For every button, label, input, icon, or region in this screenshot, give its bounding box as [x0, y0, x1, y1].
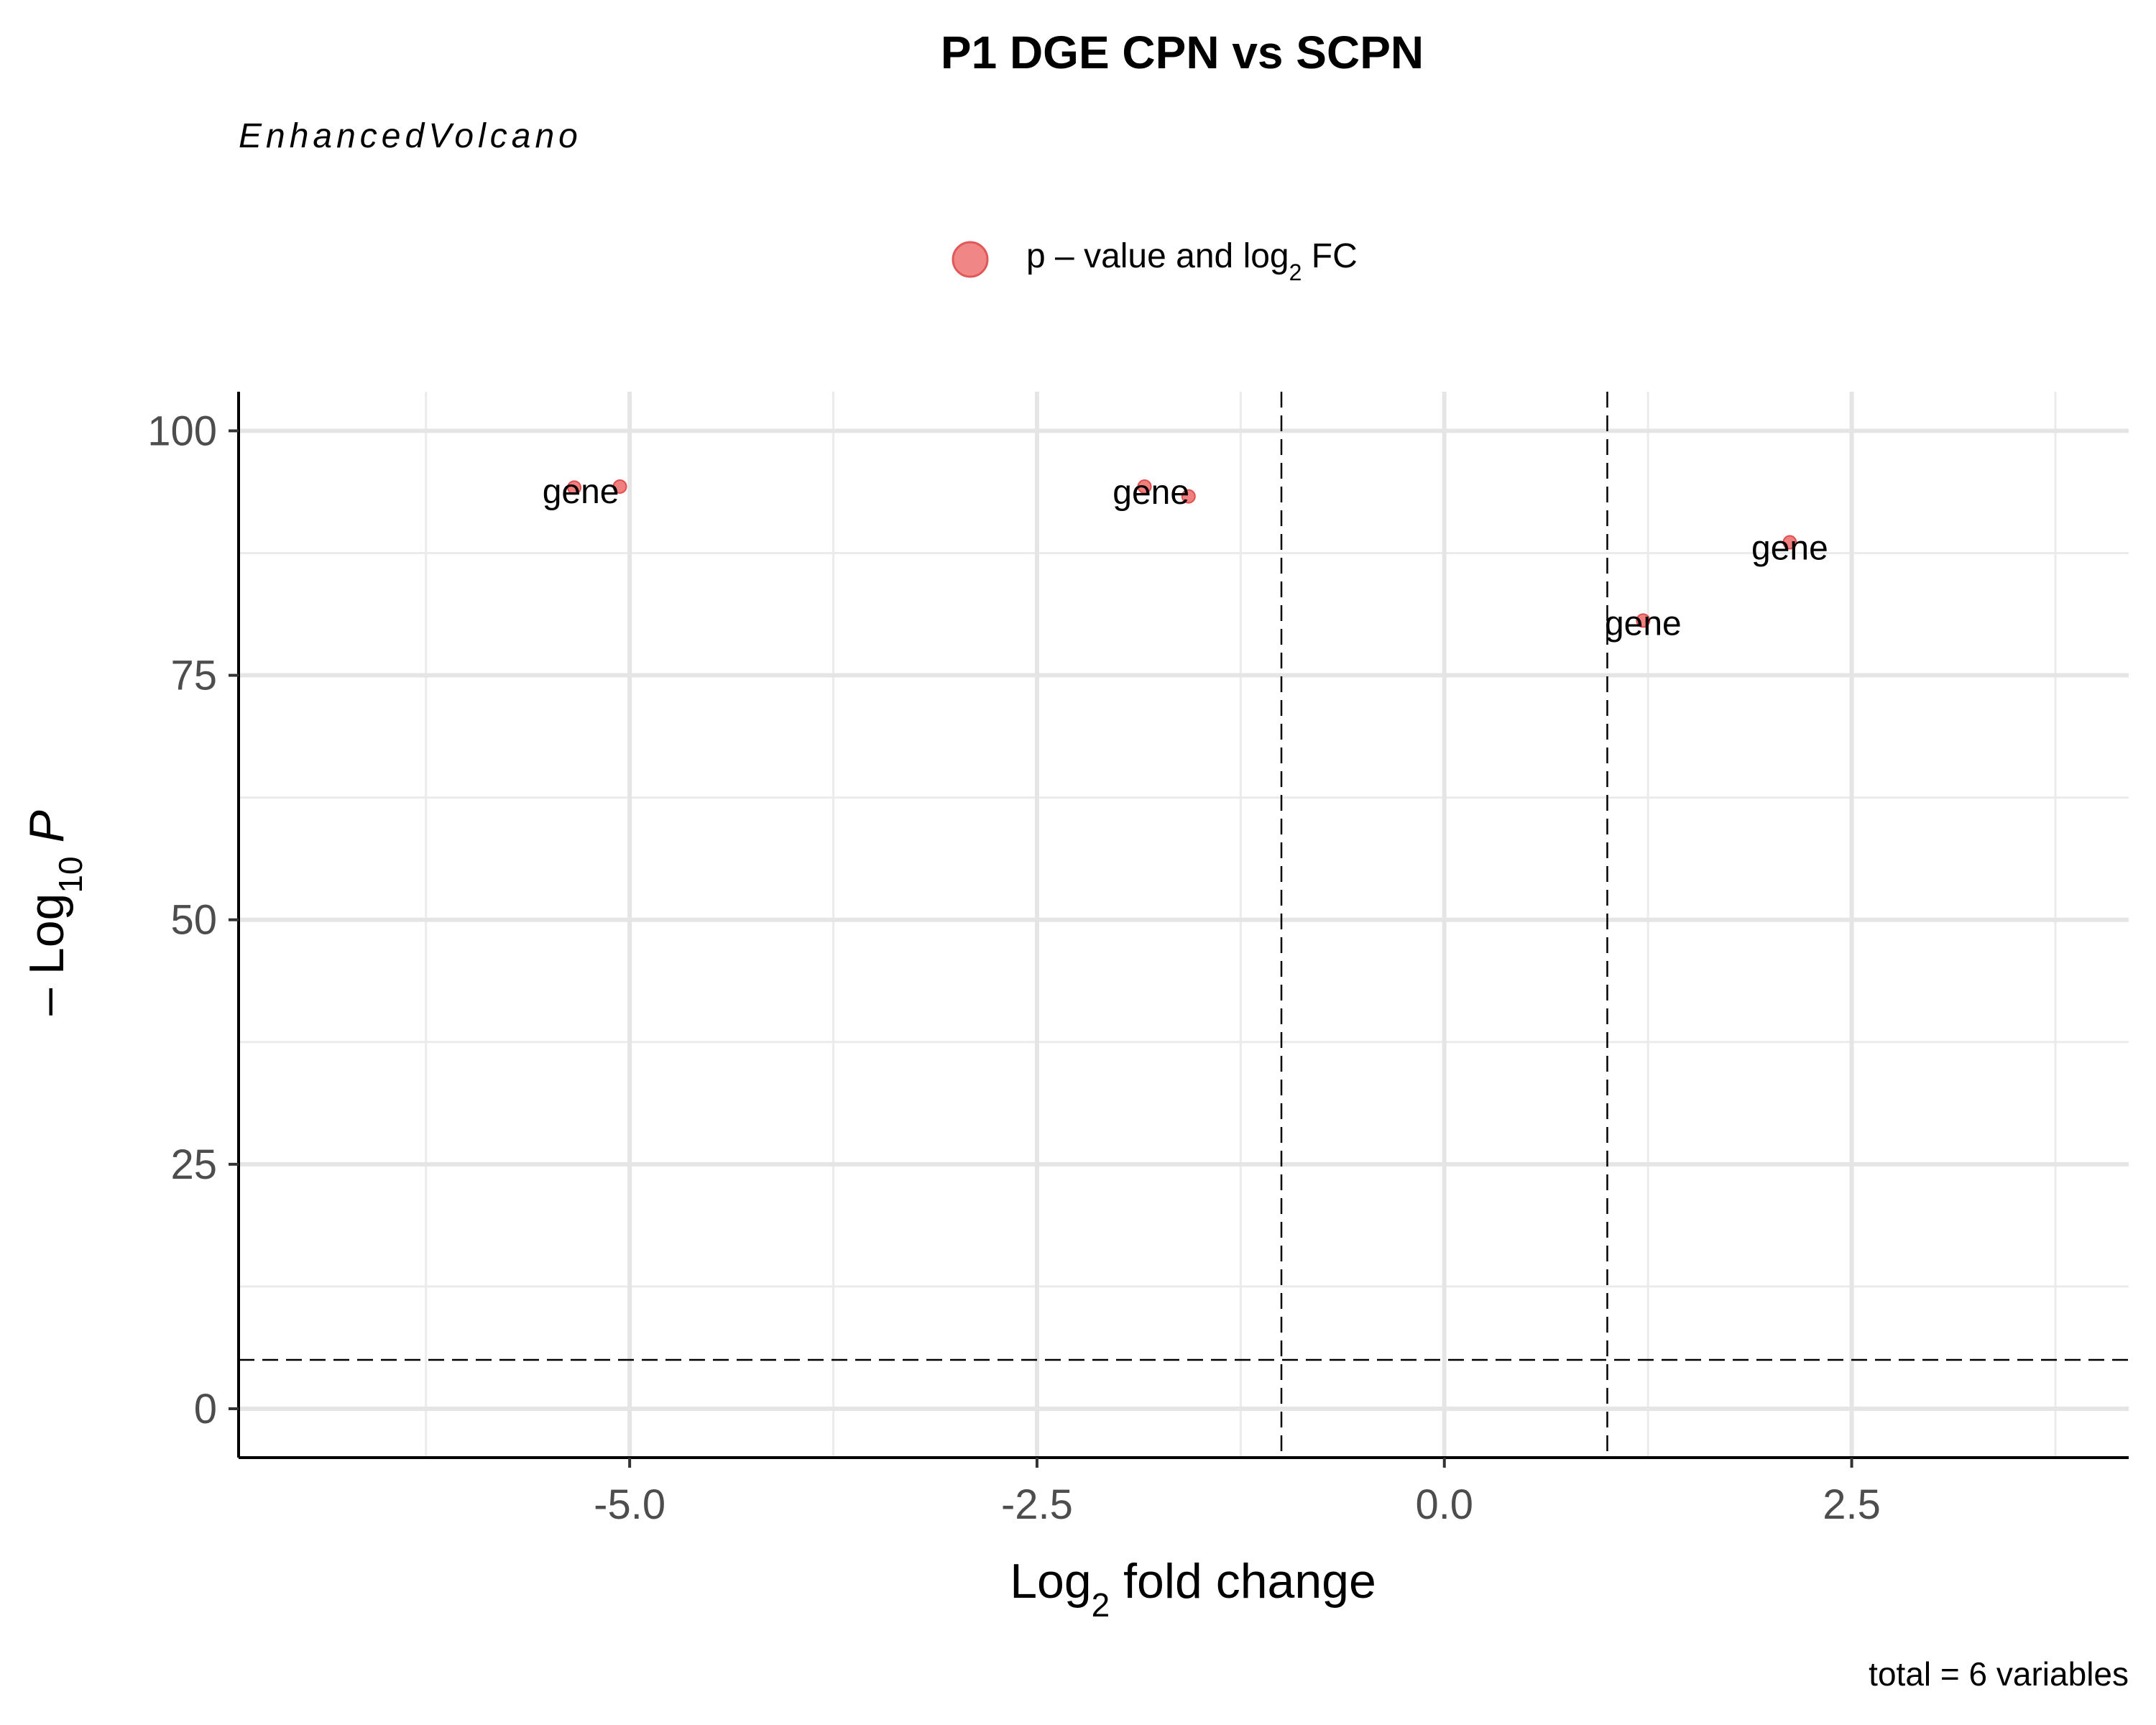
y-tick-label: 100: [147, 408, 217, 454]
caption: total = 6 variables: [1869, 1655, 2129, 1693]
axes: [229, 392, 2129, 1468]
y-tick-label: 50: [170, 897, 217, 944]
data-point: [612, 479, 627, 494]
legend-marker: [952, 241, 989, 278]
y-tick-label: 75: [170, 653, 217, 699]
tick-labels: -5.0 -2.5 0.0 2.5 0 25 50 75 100: [147, 408, 1881, 1528]
chart-subtitle: EnhancedVolcano: [239, 117, 582, 155]
point-label: gene: [1605, 604, 1682, 643]
x-tick-label: -2.5: [1001, 1481, 1073, 1528]
point-labels: gene gene gene gene: [543, 473, 1828, 643]
legend-label: p – value and log2 FC: [1026, 237, 1358, 285]
point-label: gene: [543, 473, 619, 511]
legend: p – value and log2 FC: [952, 237, 1358, 285]
data-point: [1137, 479, 1152, 494]
x-tick-label: 0.0: [1415, 1481, 1473, 1528]
data-point: [1782, 535, 1797, 550]
data-point: [1181, 489, 1196, 504]
data-points: [567, 479, 1797, 628]
y-tick-label: 25: [170, 1141, 217, 1188]
x-tick-label: -5.0: [594, 1481, 665, 1528]
data-point: [567, 480, 582, 495]
chart-title: P1 DGE CPN vs SCPN: [941, 27, 1424, 78]
grid: [239, 392, 2129, 1458]
point-label: gene: [1751, 530, 1828, 568]
y-axis-title: – Log10 P: [19, 810, 89, 1016]
data-point: [1636, 613, 1651, 628]
x-tick-label: 2.5: [1823, 1481, 1881, 1528]
x-axis-title: Log2 fold change: [1010, 1554, 1376, 1624]
point-label: gene: [1112, 474, 1189, 512]
y-tick-label: 0: [194, 1386, 217, 1432]
cutoff-lines: [239, 392, 2129, 1458]
